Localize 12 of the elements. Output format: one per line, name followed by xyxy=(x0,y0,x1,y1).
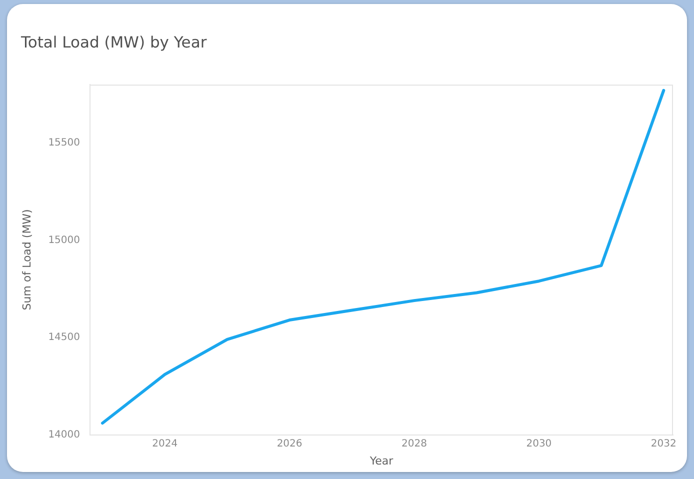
x-tick-label: 2032 xyxy=(650,438,676,450)
x-tick-label: 2026 xyxy=(276,438,302,450)
x-tick-label: 2024 xyxy=(152,438,178,450)
x-tick-label: 2028 xyxy=(402,438,427,450)
y-tick-label: 15500 xyxy=(48,138,80,149)
x-axis-title: Year xyxy=(368,454,394,468)
chart-title: Total Load (MW) by Year xyxy=(20,33,208,52)
x-tick-label: 2030 xyxy=(526,438,552,450)
y-axis-title: Sum of Load (MW) xyxy=(20,209,34,310)
y-tick-label: 14000 xyxy=(48,429,80,440)
y-tick-label: 15000 xyxy=(48,234,80,246)
y-tick-label: 14500 xyxy=(48,332,80,344)
